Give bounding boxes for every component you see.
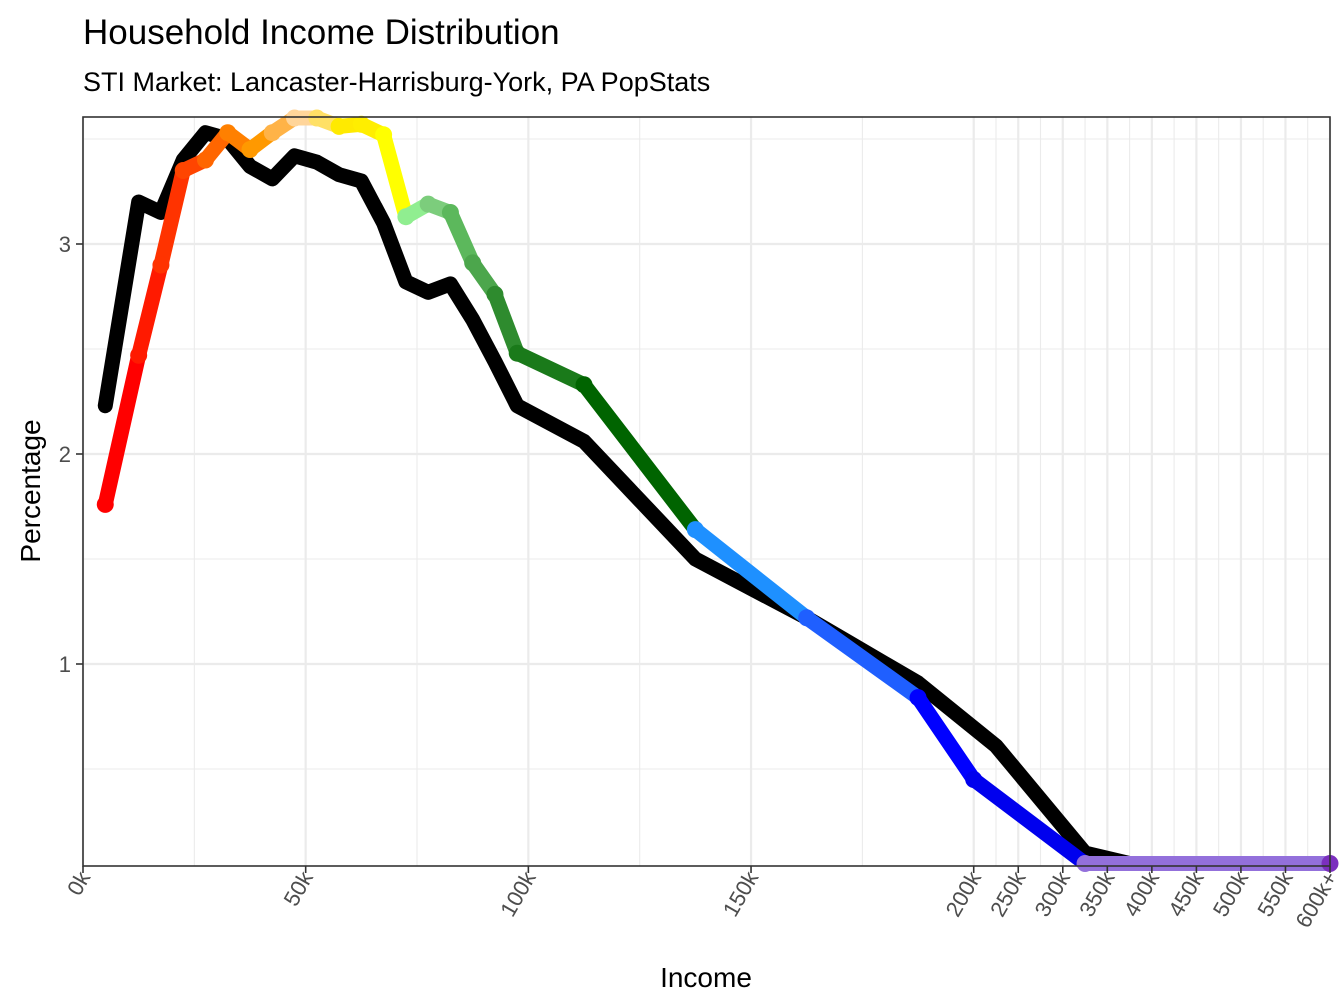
market-point [263, 124, 281, 142]
y-tick-label: 3 [59, 232, 71, 257]
market-point [486, 285, 504, 303]
market-segment [153, 163, 191, 273]
market-point [441, 204, 459, 221]
market-point [152, 256, 170, 274]
market-segment [509, 345, 592, 393]
benchmark-line [97, 125, 1338, 871]
market-point [241, 141, 259, 158]
market-segment [966, 772, 1093, 871]
market-point [575, 376, 593, 394]
x-tick-label: 100k [495, 866, 541, 921]
x-tick-label: 0k [62, 866, 96, 899]
x-tick-label: 400k [1119, 866, 1165, 921]
chart-title: Household Income Distribution [83, 13, 560, 52]
market-point [686, 521, 704, 539]
market-segment [376, 127, 414, 225]
market-segment [910, 690, 982, 787]
series-benchmark [97, 125, 1338, 871]
market-point [196, 151, 214, 169]
market-point [308, 109, 326, 127]
market-segment [442, 205, 481, 271]
market-segment [97, 347, 147, 512]
market-point [174, 162, 192, 179]
plot-panel [82, 116, 1331, 867]
y-tick-label: 1 [59, 652, 71, 677]
x-axis-title: Income [660, 962, 752, 993]
market-point [330, 117, 348, 135]
market-point [965, 771, 983, 788]
market-point [96, 495, 114, 513]
market-point [130, 346, 148, 364]
series-sti-market [96, 109, 1339, 872]
market-point [419, 195, 437, 213]
x-tick-label: 300k [1030, 866, 1076, 921]
market-point [352, 115, 370, 133]
y-axis-title: Percentage [15, 419, 46, 562]
y-tick-label: 2 [59, 442, 71, 467]
market-point [909, 689, 927, 707]
x-tick-label: 450k [1163, 866, 1209, 921]
axes: 1 2 3 0k 50k 100k 150k 200k 250k 300k 350k 400k 450k… [59, 232, 1343, 932]
market-segment [799, 610, 926, 706]
x-tick-label: 150k [718, 866, 764, 921]
x-tick-label: 550k [1252, 866, 1298, 921]
market-segment [576, 377, 703, 538]
x-tick-label: 200k [941, 866, 987, 921]
x-tick-label: 50k [279, 866, 319, 910]
market-point [397, 208, 415, 226]
x-tick-label: 500k [1208, 866, 1254, 921]
market-point [375, 126, 393, 144]
grid-lines [81, 117, 1332, 866]
x-tick-label: 250k [985, 866, 1031, 921]
chart-subtitle: STI Market: Lancaster-Harrisburg-York, P… [83, 67, 710, 97]
market-segment [131, 257, 169, 363]
market-point [1076, 855, 1094, 872]
x-tick-label: 600k+ [1290, 867, 1342, 932]
market-point [798, 609, 816, 627]
market-point [508, 344, 526, 362]
market-point [464, 254, 482, 272]
x-tick-label: 350k [1074, 866, 1120, 921]
market-segment [687, 522, 815, 626]
market-point [286, 109, 304, 127]
market-point [219, 124, 237, 142]
market-segment [487, 286, 525, 361]
